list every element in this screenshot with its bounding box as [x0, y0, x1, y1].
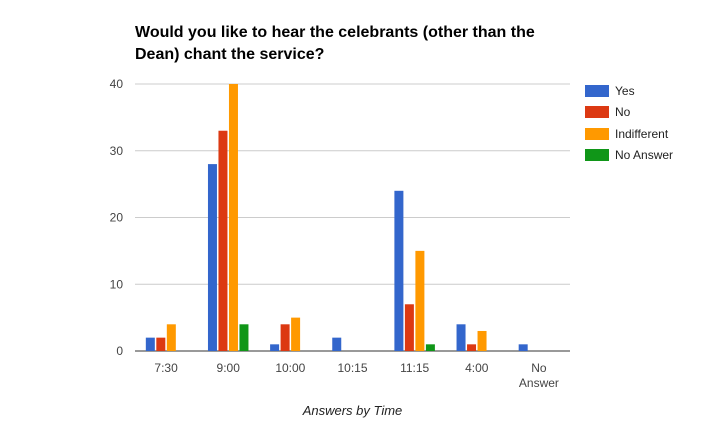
- bar: [404, 304, 414, 351]
- legend-item: Yes: [585, 80, 673, 102]
- x-tick-label: 7:30: [154, 361, 178, 375]
- legend-label: Indifferent: [615, 126, 669, 141]
- bar: [239, 324, 249, 351]
- legend-swatch: [585, 127, 609, 140]
- x-tick-label: 11:15: [400, 361, 429, 375]
- legend-item: No Answer: [585, 145, 673, 167]
- bar: [145, 337, 155, 351]
- bar: [518, 344, 528, 351]
- chart-title: Would you like to hear the celebrants (o…: [135, 24, 535, 63]
- legend-label: No: [615, 105, 631, 120]
- bar: [207, 164, 217, 351]
- chart-legend: Yes No Indifferent No Answer: [585, 80, 673, 166]
- bar: [425, 344, 435, 351]
- bar: [218, 130, 228, 351]
- bar: [332, 337, 342, 351]
- x-tick-label: 10:15: [337, 361, 367, 375]
- bar: [456, 324, 466, 351]
- bar: [270, 344, 280, 351]
- x-tick-label: 10:00: [275, 361, 305, 375]
- x-tick-label: 4:00: [465, 361, 489, 375]
- x-tick-label: 9:00: [217, 361, 241, 375]
- legend-swatch: [585, 84, 609, 97]
- legend-label: No Answer: [615, 148, 674, 163]
- y-tick-label: 20: [110, 211, 124, 225]
- bar: [280, 324, 290, 351]
- bar: [166, 324, 176, 351]
- legend-swatch: [585, 149, 609, 162]
- x-axis-title: Answers by Time: [302, 403, 403, 418]
- bar: [394, 190, 404, 351]
- legend-label: Yes: [615, 83, 635, 98]
- bar: [228, 84, 238, 351]
- bar: [156, 337, 166, 351]
- bar: [291, 317, 301, 351]
- y-tick-label: 0: [116, 344, 123, 358]
- legend-item: Indifferent: [585, 123, 673, 145]
- bar: [467, 344, 477, 351]
- x-tick-label: No Answer: [519, 361, 559, 390]
- y-tick-label: 40: [110, 77, 124, 91]
- bar: [477, 330, 487, 351]
- legend-item: No: [585, 102, 673, 124]
- legend-swatch: [585, 106, 609, 119]
- y-tick-label: 10: [110, 277, 124, 291]
- bar: [415, 250, 425, 351]
- y-tick-label: 30: [110, 144, 124, 158]
